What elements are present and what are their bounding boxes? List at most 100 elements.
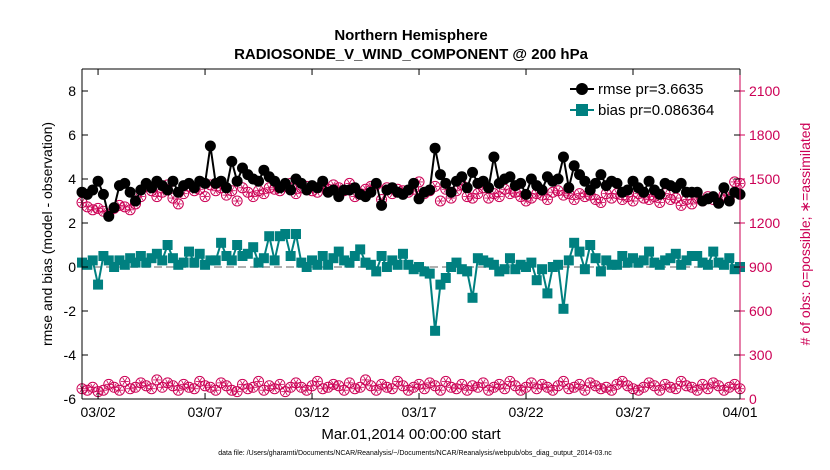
bias-marker: [595, 266, 606, 277]
possible-circle: [541, 194, 553, 206]
possible-circle: [579, 191, 591, 203]
rmse-marker: [87, 184, 99, 196]
possible-star-stroke: [657, 198, 663, 207]
assimilated-circle: [162, 377, 174, 389]
assimilated-circle: [183, 381, 195, 393]
assimilated-circle: [643, 377, 655, 389]
assimilated-star-stroke: [443, 377, 449, 386]
bias-marker: [574, 246, 585, 257]
assimilated-star-stroke: [710, 379, 716, 387]
assimilated-star-stroke: [529, 379, 534, 387]
assimilated-circle: [622, 380, 634, 392]
assimilated-circle: [108, 381, 120, 393]
assimilated-circle: [477, 377, 489, 389]
assimilated-star-stroke: [277, 380, 283, 388]
rmse-marker: [167, 175, 179, 187]
assimilated-point: [178, 378, 190, 390]
x-tick-label: 03/12: [295, 404, 330, 420]
assimilated-point: [338, 384, 350, 396]
possible-circle: [595, 196, 607, 208]
assimilated-star-stroke: [191, 385, 197, 393]
assimilated-point: [424, 377, 436, 389]
bias-marker: [221, 251, 232, 261]
possible-circle: [434, 195, 446, 207]
bias-marker: [430, 325, 441, 336]
bias-marker: [531, 275, 542, 286]
assimilated-point: [215, 377, 227, 389]
assimilated-point: [327, 378, 339, 390]
assimilated-circle: [611, 378, 623, 390]
assimilated-star-stroke: [545, 383, 550, 391]
assimilated-circle: [499, 383, 511, 395]
assimilated-star-stroke: [721, 386, 727, 394]
possible-star-stroke: [229, 187, 235, 195]
bias-marker: [483, 257, 494, 268]
assimilated-circle: [402, 384, 414, 396]
possible-circle: [92, 202, 104, 214]
assimilated-point: [188, 383, 200, 395]
assimilated-circle: [434, 384, 446, 396]
bias-marker: [665, 253, 676, 264]
bias-marker: [376, 251, 387, 261]
y-tick-label-left: 2: [68, 215, 76, 231]
assimilated-point: [274, 378, 286, 390]
assimilated-circle: [338, 384, 350, 396]
bias-marker: [585, 240, 596, 250]
possible-point: [172, 198, 184, 210]
bias-marker: [205, 255, 216, 266]
assimilated-star-stroke: [678, 377, 684, 386]
assimilated-circle: [381, 381, 393, 393]
possible-point: [557, 189, 569, 201]
x-axis-label: Mar.01,2014 00:00:00 start: [321, 426, 501, 443]
possible-point: [627, 195, 639, 207]
assimilated-point: [381, 381, 393, 393]
assimilated-star-stroke: [561, 377, 566, 386]
assimilated-point: [600, 381, 612, 393]
rmse-marker: [675, 177, 687, 189]
assimilated-circle: [349, 383, 361, 395]
possible-star-stroke: [502, 185, 507, 193]
assimilated-star-stroke: [587, 379, 593, 387]
possible-star-stroke: [95, 204, 101, 212]
assimilated-circle: [317, 383, 329, 395]
assimilated-point: [659, 378, 671, 390]
possible-point: [579, 191, 591, 203]
assimilated-star-stroke: [577, 380, 582, 388]
bias-marker: [563, 255, 574, 266]
bias-marker: [644, 246, 655, 257]
bias-marker: [537, 264, 548, 275]
assimilated-star-stroke: [224, 382, 229, 390]
bias-marker: [414, 262, 425, 272]
bias-marker: [290, 229, 301, 239]
bias-marker: [328, 253, 339, 264]
assimilated-point: [253, 375, 265, 387]
rmse-marker: [504, 171, 516, 183]
rmse-marker: [467, 166, 479, 178]
assimilated-point: [226, 384, 238, 396]
bias-marker: [258, 253, 269, 264]
possible-point: [504, 188, 516, 200]
assimilated-point: [231, 386, 243, 398]
y-tick-label-left: -4: [64, 347, 77, 363]
possible-star-stroke: [646, 195, 652, 204]
y-tick-label-left: -2: [64, 303, 77, 319]
bias-marker: [162, 240, 173, 250]
bias-marker: [248, 242, 259, 253]
bias-marker: [312, 259, 323, 270]
possible-point: [590, 194, 602, 206]
possible-circle: [263, 182, 275, 194]
assimilated-star-stroke: [459, 380, 465, 388]
bias-marker: [178, 257, 189, 268]
bias-marker: [718, 259, 729, 270]
assimilated-circle: [295, 381, 307, 393]
assimilated-circle: [467, 380, 479, 392]
bias-marker: [676, 259, 687, 270]
assimilated-circle: [670, 383, 682, 395]
assimilated-star-stroke: [181, 380, 186, 388]
bias-marker: [521, 262, 532, 272]
assimilated-circle: [408, 381, 420, 393]
assimilated-star-stroke: [363, 376, 368, 384]
assimilated-point: [536, 378, 548, 390]
rmse-marker: [718, 182, 730, 194]
rmse-marker: [520, 188, 532, 200]
